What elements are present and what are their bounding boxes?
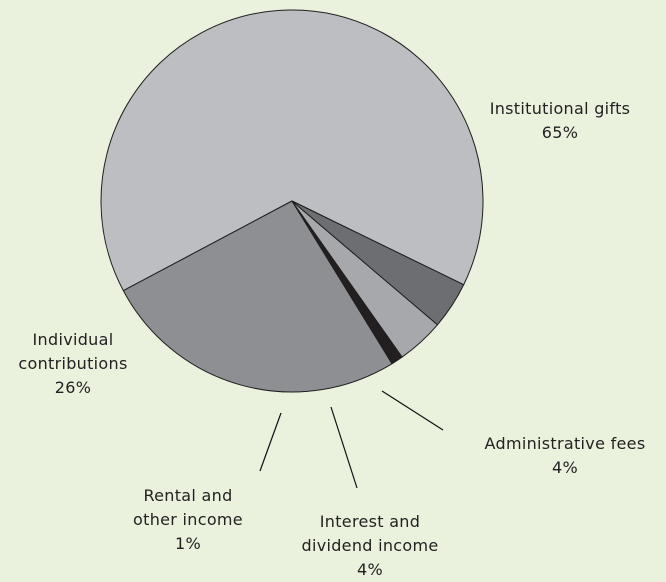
slice-individual-contributions	[122, 200, 393, 393]
label-rental-other-income: Rental and other income 1%	[133, 486, 243, 553]
label-institutional-gifts: Institutional gifts 65%	[489, 99, 631, 142]
leader-line-administrative-fees	[381, 390, 444, 431]
label-interest-dividend-income: Interest and dividend income 4%	[301, 512, 439, 579]
label-administrative-fees: Administrative fees 4%	[484, 434, 646, 477]
slice-administrative-fees	[291, 200, 465, 326]
leader-line-rental-other-income	[259, 412, 282, 472]
label-individual-contributions: Individual contributions 26%	[18, 330, 128, 397]
leader-line-interest-dividend-income	[330, 406, 358, 489]
slice-institutional-gifts	[100, 9, 484, 292]
